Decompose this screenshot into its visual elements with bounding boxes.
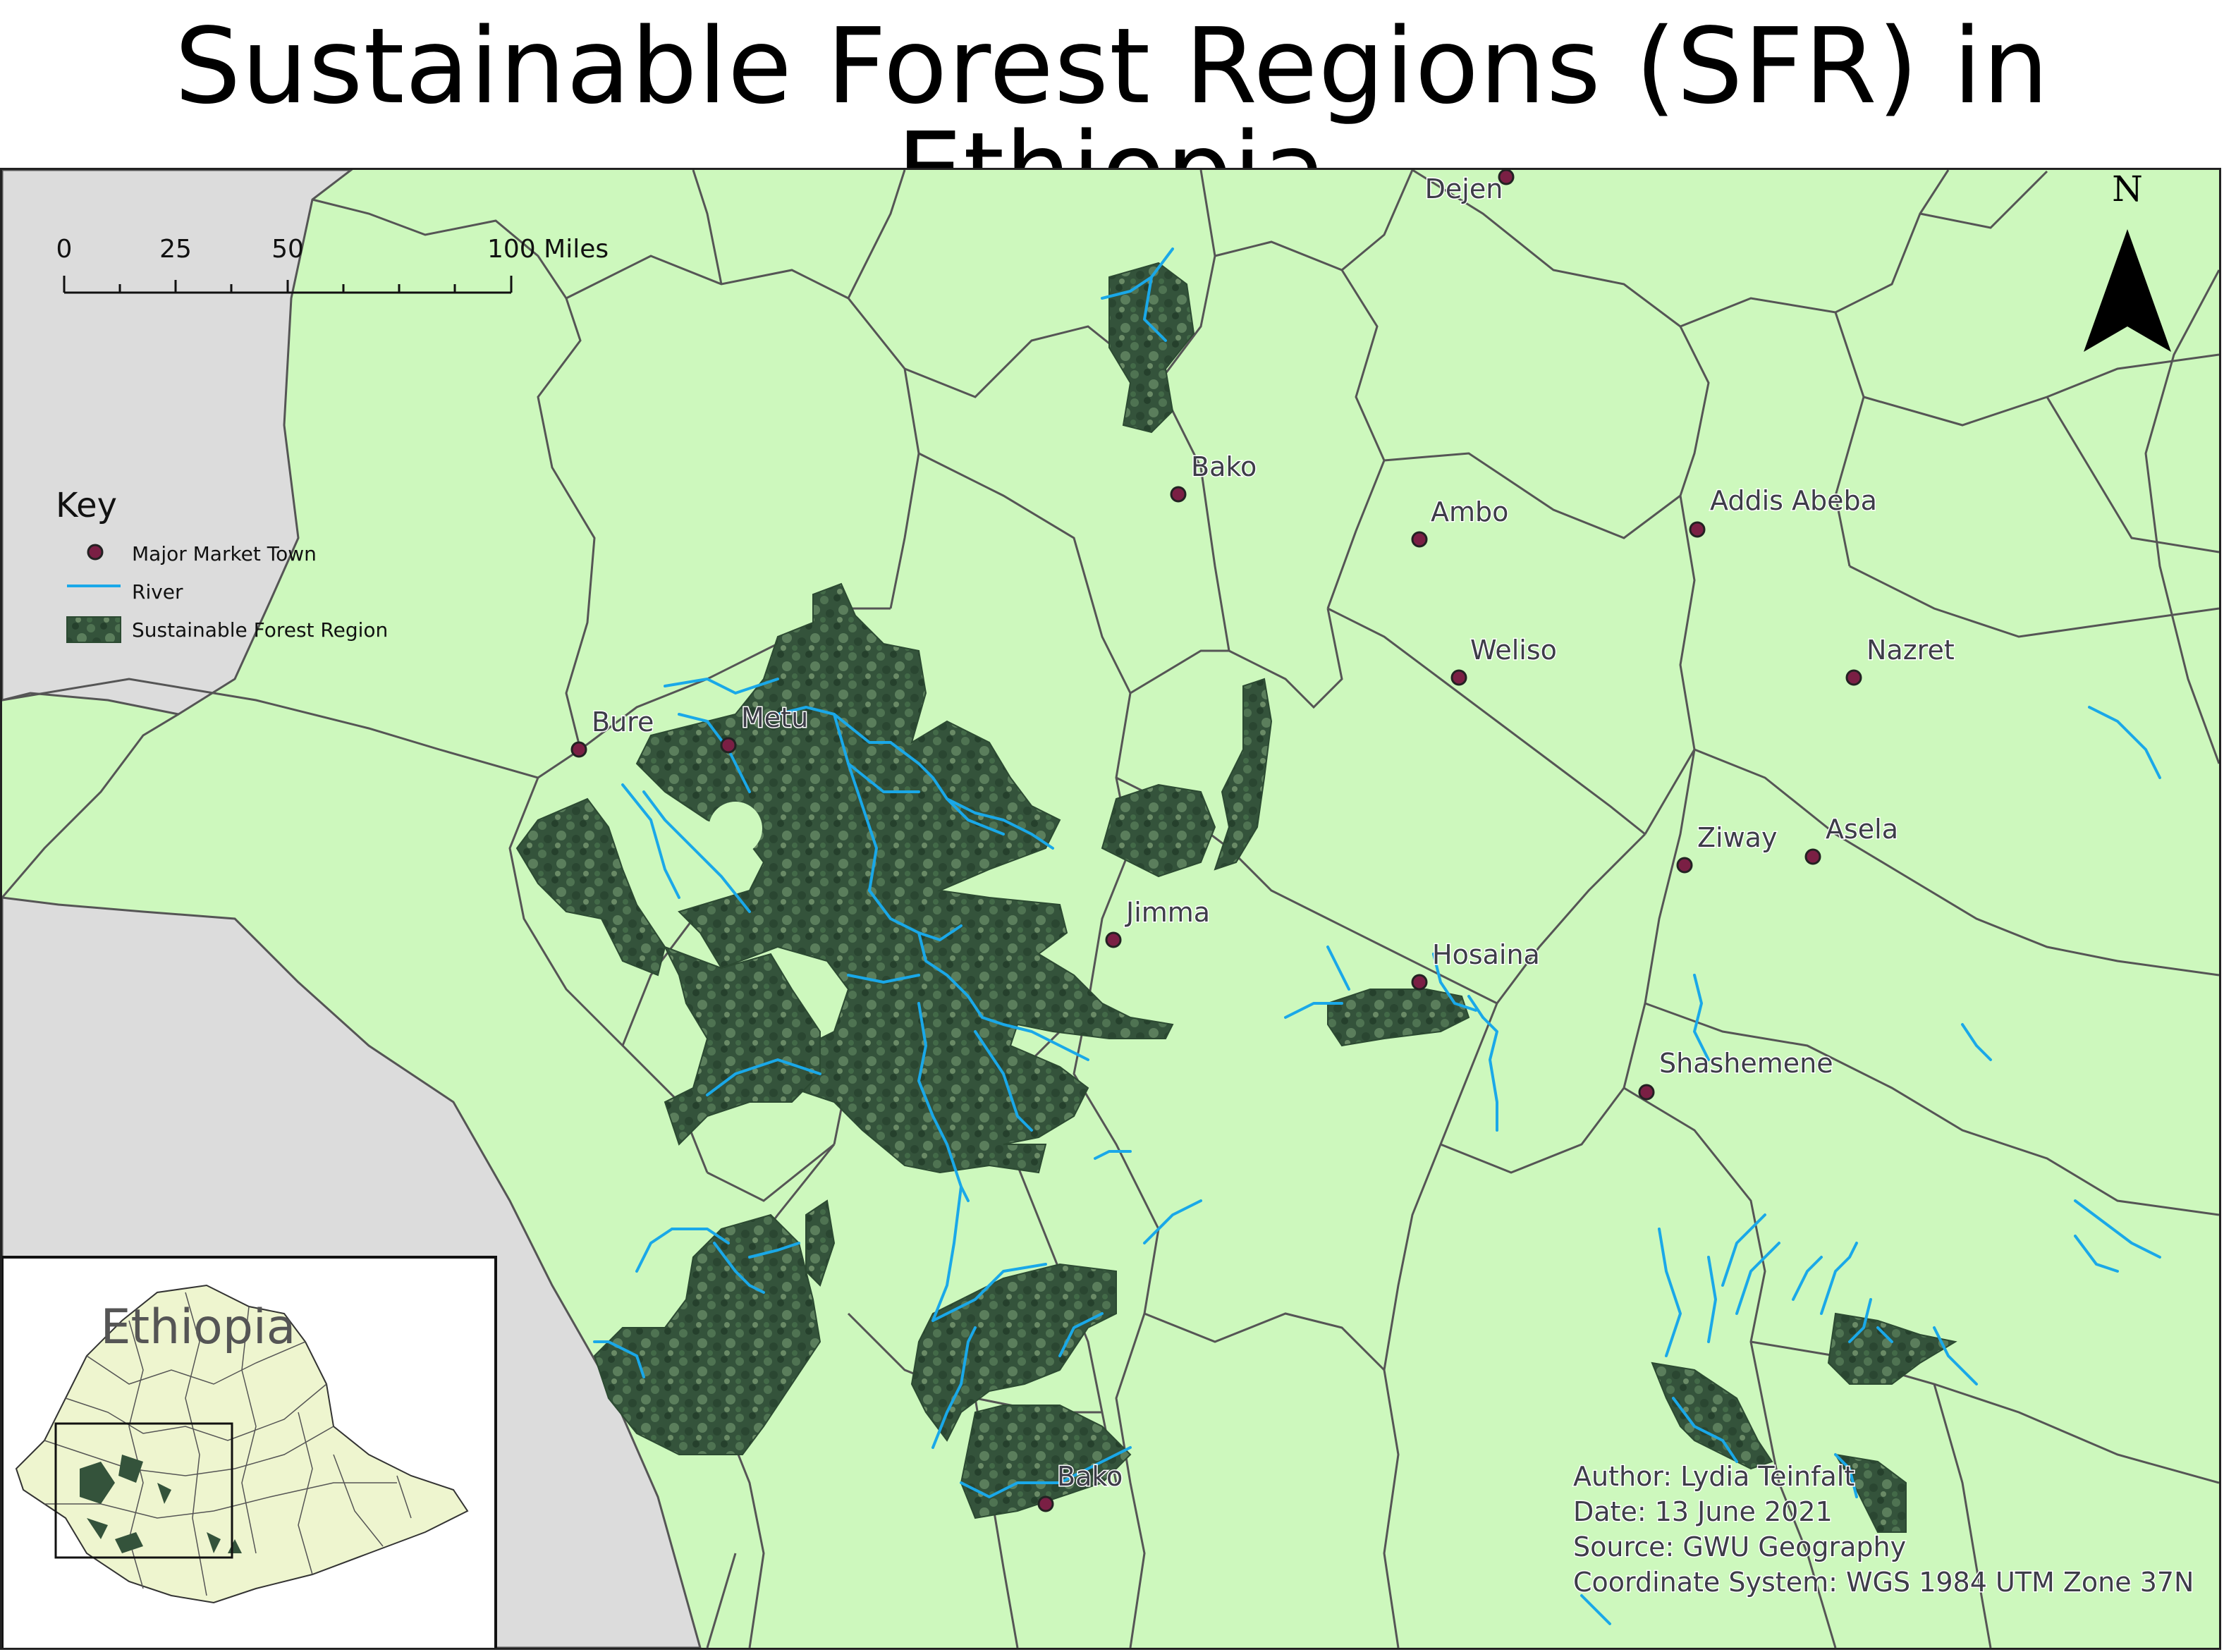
inset-ethiopia-shape	[15, 1284, 469, 1604]
town-label: Bako	[1057, 1461, 1123, 1492]
town-jimma[interactable]: Jimma	[1105, 896, 1211, 948]
town-label: Asela	[1826, 814, 1898, 845]
town-label: Metu	[741, 702, 808, 733]
legend-river-label: River	[132, 580, 183, 604]
inset-label: Ethiopia	[101, 1299, 296, 1355]
legend-forest-symbol	[66, 616, 121, 643]
rivers	[593, 247, 2161, 1625]
town-ambo[interactable]: Ambo	[1411, 496, 1510, 548]
north-arrow: N	[2084, 170, 2171, 352]
town-label: Weliso	[1470, 635, 1557, 666]
legend-town-label: Major Market Town	[132, 542, 317, 565]
legend: Key Major Market Town River Sustainable …	[56, 486, 388, 643]
inset-map: Ethiopia	[2, 1256, 497, 1648]
town-label: Nazret	[1866, 635, 1955, 666]
town-label: Hosaina	[1432, 939, 1540, 970]
town-weliso[interactable]: Weliso	[1450, 634, 1558, 686]
town-asela[interactable]: Asela	[1804, 813, 1900, 865]
forest-gap	[709, 802, 762, 855]
town-shashemene[interactable]: Shashemene	[1638, 1047, 1834, 1101]
town-ziway[interactable]: Ziway	[1676, 821, 1778, 874]
town-markers: Dejen Bako Ambo Addis Abeba Weliso Nazre…	[570, 170, 1955, 1512]
town-label: Ziway	[1697, 822, 1777, 853]
town-label: Jimma	[1125, 897, 1210, 928]
scale-bar: 0 25 50 100 Miles	[56, 235, 609, 294]
credits: Author: Lydia Teinfalt Date: 13 June 202…	[1572, 1460, 2195, 1599]
town-bako-north[interactable]: Bako	[1170, 451, 1258, 503]
legend-town-symbol	[87, 544, 104, 561]
town-metu[interactable]: Metu	[720, 702, 809, 754]
town-label: Dejen	[1425, 173, 1503, 204]
town-nazret[interactable]: Nazret	[1845, 634, 1955, 686]
scale-tick-100: 100 Miles	[487, 235, 609, 264]
scale-tick-50: 50	[271, 235, 304, 264]
inset-forest-patches	[80, 1455, 242, 1553]
credit-author: Author: Lydia Teinfalt	[1573, 1461, 1855, 1492]
town-label: Ambo	[1431, 496, 1508, 527]
north-label: N	[2112, 170, 2143, 209]
credit-date: Date: 13 June 2021	[1573, 1496, 1833, 1527]
forest-regions	[515, 262, 1957, 1533]
town-label: Shashemene	[1659, 1048, 1833, 1079]
town-addis-abeba[interactable]: Addis Abeba	[1689, 484, 1878, 538]
legend-forest-label: Sustainable Forest Region	[132, 618, 388, 642]
town-bako-south[interactable]: Bako	[1037, 1460, 1124, 1512]
inset-extent-box	[54, 1422, 233, 1559]
map-canvas[interactable]: Dejen Bako Ambo Addis Abeba Weliso Nazre…	[2, 170, 2219, 1648]
town-label: Addis Abeba	[1710, 485, 1877, 516]
scale-tick-0: 0	[56, 235, 73, 264]
north-arrow-icon	[2084, 229, 2171, 352]
scale-tick-25: 25	[159, 235, 192, 264]
town-hosaina[interactable]: Hosaina	[1411, 938, 1541, 991]
credit-crs: Coordinate System: WGS 1984 UTM Zone 37N	[1573, 1567, 2194, 1598]
town-bure[interactable]: Bure	[570, 706, 655, 758]
map-frame[interactable]: Dejen Bako Ambo Addis Abeba Weliso Nazre…	[0, 168, 2221, 1650]
town-dejen[interactable]: Dejen	[1424, 170, 1515, 206]
credit-source: Source: GWU Geography	[1573, 1531, 1906, 1562]
legend-title: Key	[56, 486, 117, 525]
town-label: Bure	[592, 706, 654, 738]
town-label: Bako	[1191, 451, 1257, 482]
